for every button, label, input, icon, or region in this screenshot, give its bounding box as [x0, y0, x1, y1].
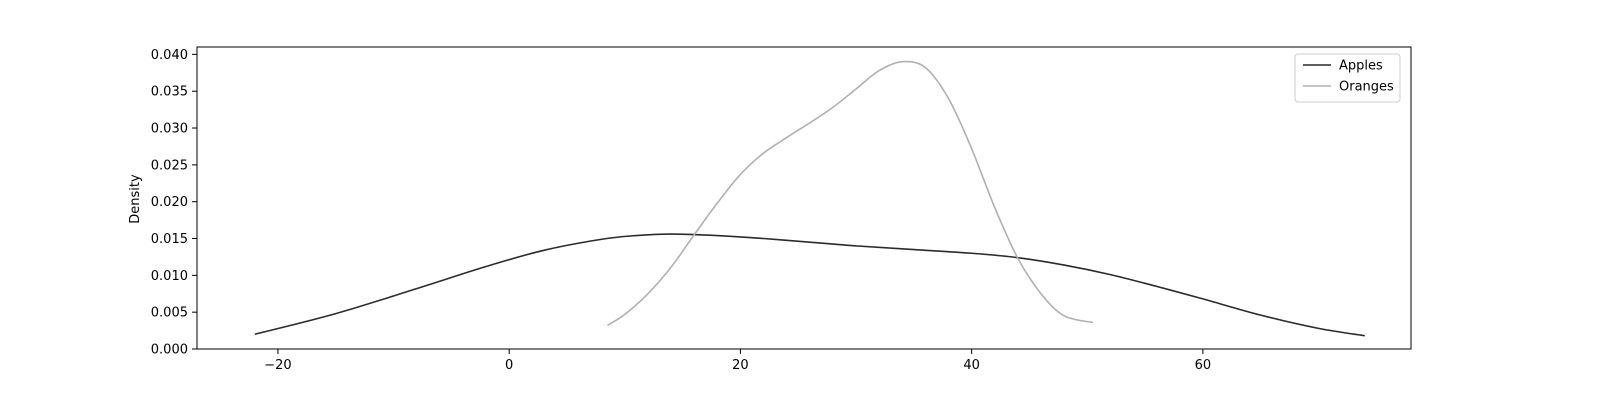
- y-tick-label: 0.040: [151, 48, 188, 63]
- y-axis-label: Density: [128, 174, 143, 224]
- plot-frame: [196, 46, 1412, 350]
- y-tick-label: 0.000: [151, 343, 188, 358]
- x-axis: −20 0 20 40 60: [264, 349, 1211, 373]
- x-tick-label: 20: [732, 358, 749, 373]
- series-line-apples: [254, 233, 1365, 337]
- legend-label: Oranges: [1339, 80, 1394, 95]
- y-tick-label: 0.030: [151, 122, 188, 137]
- legend-label: Apples: [1339, 59, 1383, 74]
- x-tick-label: −20: [264, 358, 291, 373]
- series-line-oranges: [607, 60, 1094, 327]
- y-tick-label: 0.010: [151, 269, 188, 284]
- x-tick-label: 40: [963, 358, 980, 373]
- y-axis: 0.000 0.005 0.010 0.015 0.020 0.025 0.030 0.035…: [151, 48, 197, 358]
- legend: Apples Oranges: [1294, 53, 1401, 103]
- y-tick-label: 0.005: [151, 306, 188, 321]
- y-tick-label: 0.025: [151, 158, 188, 173]
- plot-area: [254, 60, 1365, 337]
- y-tick-label: 0.035: [151, 85, 188, 100]
- y-tick-label: 0.020: [151, 195, 188, 210]
- y-tick-label: 0.015: [151, 232, 188, 247]
- x-tick-label: 60: [1195, 358, 1212, 373]
- x-tick-label: 0: [505, 358, 513, 373]
- legend-box: [1294, 53, 1401, 103]
